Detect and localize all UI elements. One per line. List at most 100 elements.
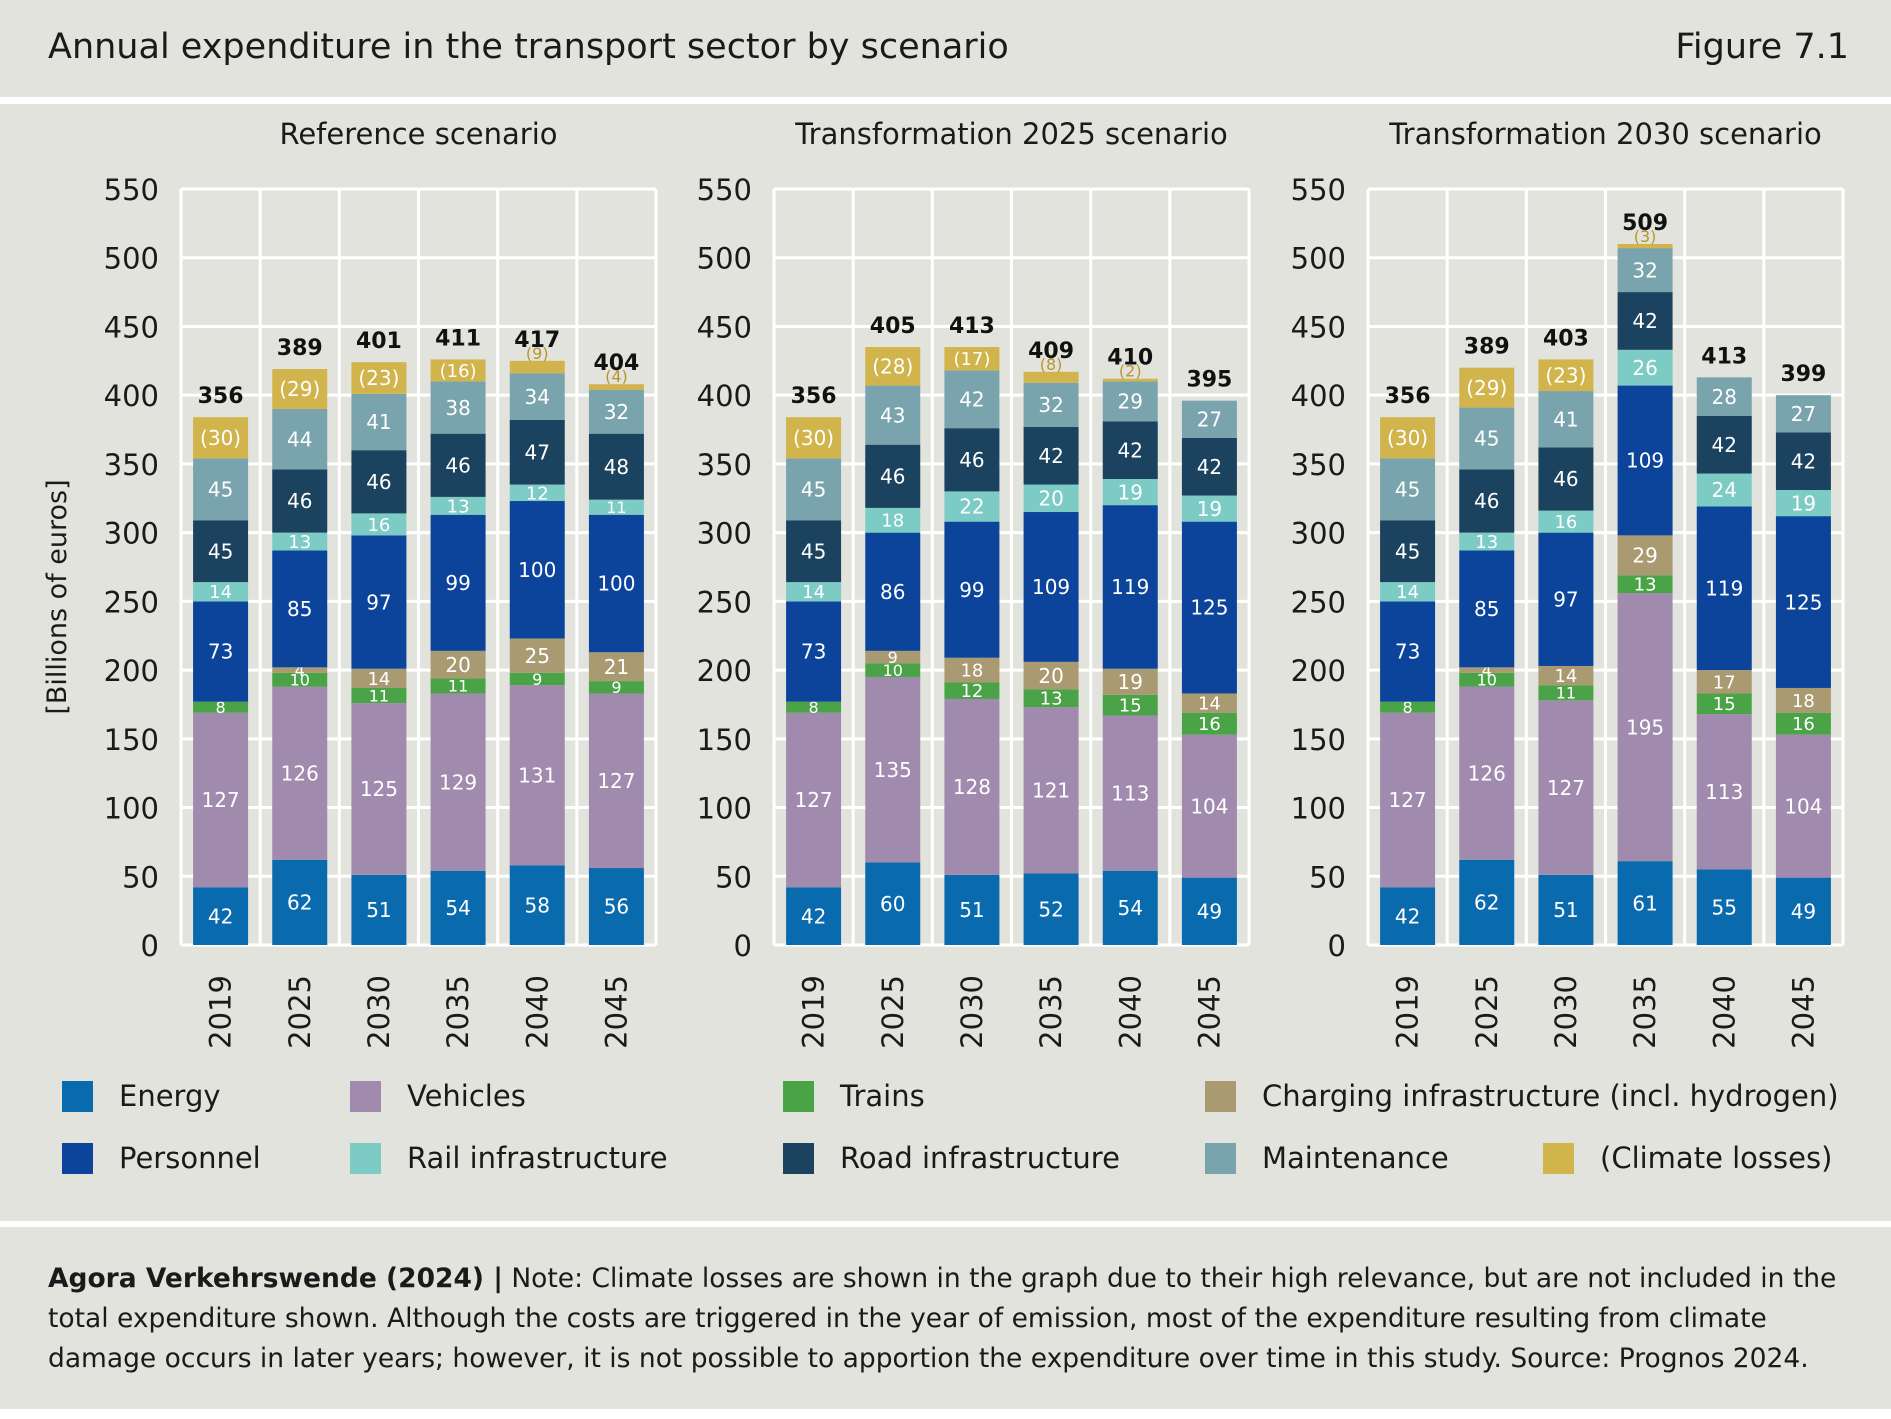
data-label-vehicles: 113 (1705, 780, 1743, 804)
data-label-charging: 4 (1482, 661, 1492, 680)
bar-segment-trains (1181, 712, 1237, 735)
chart-2: Transformation 2025 scenario 0 50 100 150 200… (697, 117, 1251, 1049)
data-label-road: 45 (208, 539, 233, 563)
total-label: 356 (791, 384, 837, 409)
bar-segment-maintenance (865, 385, 921, 445)
bar-segment-maintenance (1696, 377, 1752, 416)
x-tick-label: 2040 (1113, 975, 1147, 1049)
bar-segment-personnel (430, 514, 486, 651)
data-label-energy: 42 (208, 904, 233, 928)
data-label-climate: (9) (526, 344, 549, 363)
x-tick-label: 2035 (1628, 975, 1662, 1049)
bar-segment-rail (1102, 479, 1158, 506)
data-label-rail: 16 (367, 515, 390, 536)
total-label: 395 (1186, 368, 1232, 393)
data-label-trains: 10 (883, 661, 903, 680)
legend-item-maintenance: Maintenance (1205, 1140, 1449, 1176)
legend-label-personnel: Personnel (119, 1141, 261, 1175)
x-tick-label: 2045 (599, 975, 633, 1049)
bar-segment-road (430, 433, 486, 497)
bar-segment-road (1538, 447, 1594, 511)
bar-segment-vehicles (1459, 686, 1515, 860)
bar-segment-trains (430, 678, 486, 694)
data-label-energy: 62 (1474, 891, 1499, 915)
data-label-trains: 8 (215, 698, 225, 717)
data-label-vehicles: 131 (518, 763, 556, 787)
total-label: 389 (1464, 335, 1510, 360)
bar-segment-charging (1617, 535, 1673, 576)
bar-segment-energy (430, 870, 486, 945)
bar-segment-rail (193, 582, 249, 602)
data-label-trains: 8 (808, 698, 818, 717)
y-tick-label: 0 (734, 929, 752, 963)
legend-item-energy: Energy (62, 1078, 221, 1114)
bar-segment-road (509, 419, 565, 485)
data-label-energy: 49 (1791, 900, 1816, 924)
data-label-maintenance: 32 (1038, 393, 1063, 417)
bar-segment-climate (865, 347, 921, 386)
bar-segment-climate (351, 362, 407, 394)
total-label: 417 (514, 328, 560, 353)
data-label-maintenance: 45 (801, 478, 826, 502)
data-label-energy: 52 (1038, 897, 1063, 921)
total-label: 411 (435, 326, 481, 351)
data-label-road: 42 (1632, 309, 1657, 333)
bar-segment-road (1181, 437, 1237, 496)
total-label: 389 (277, 336, 323, 361)
legend-label-rail: Rail infrastructure (407, 1141, 668, 1175)
data-label-road: 47 (525, 440, 550, 464)
bar-segment-climate (1102, 378, 1158, 382)
data-label-maintenance: 27 (1197, 407, 1222, 431)
bar-segment-rail (1617, 349, 1673, 386)
data-label-road: 46 (1474, 489, 1499, 513)
data-label-maintenance: 41 (1553, 407, 1578, 431)
data-label-rail: 22 (959, 495, 984, 519)
data-label-vehicles: 127 (597, 769, 635, 793)
data-label-rail: 13 (447, 496, 470, 517)
data-label-charging: 18 (960, 661, 983, 682)
data-label-trains: 15 (1713, 694, 1736, 715)
y-tick-label: 400 (697, 379, 752, 413)
footer-source: Agora Verkehrswende (2024) | (48, 1263, 503, 1294)
data-label-rail: 18 (881, 511, 904, 532)
bar-segment-vehicles (1380, 712, 1436, 888)
bar-segment-road (1459, 469, 1515, 533)
data-label-trains: 9 (611, 678, 621, 697)
legend-label-maintenance: Maintenance (1262, 1141, 1449, 1175)
data-label-personnel: 86 (880, 580, 905, 604)
bar-segment-rail (509, 484, 565, 502)
data-label-energy: 60 (880, 892, 905, 916)
chart-title: Transformation 2025 scenario (794, 117, 1228, 151)
data-label-energy: 58 (525, 893, 550, 917)
legend-swatch-energy (62, 1080, 93, 1112)
data-label-vehicles: 135 (874, 758, 912, 782)
total-label: 356 (1385, 384, 1431, 409)
data-label-maintenance: 44 (287, 427, 312, 451)
bar-segment-rail (1696, 473, 1752, 507)
bar-segment-climate (1617, 243, 1673, 249)
bar-segment-maintenance (1023, 382, 1079, 427)
bar-segment-rail (588, 499, 644, 515)
data-label-energy: 61 (1632, 891, 1657, 915)
data-label-vehicles: 104 (1190, 794, 1228, 818)
bar-segment-energy (944, 874, 1000, 945)
data-label-personnel: 109 (1626, 449, 1664, 473)
data-label-rail: 14 (802, 582, 825, 603)
data-label-personnel: 85 (287, 597, 312, 621)
y-tick-label: 450 (104, 310, 159, 344)
data-label-vehicles: 113 (1111, 781, 1149, 805)
data-label-climate: (16) (440, 361, 477, 382)
bar-segment-vehicles (1696, 714, 1752, 870)
data-label-rail: 19 (1791, 491, 1816, 515)
data-label-rail: 19 (1197, 497, 1222, 521)
data-label-rail: 12 (526, 483, 549, 504)
bar-segment-climate (1023, 371, 1079, 383)
data-label-climate: (30) (1387, 426, 1428, 450)
x-tick-label: 2040 (520, 975, 554, 1049)
bar-segment-charging (865, 650, 921, 664)
data-label-road: 42 (1712, 433, 1737, 457)
bar-segment-personnel (272, 550, 328, 668)
page-title: Annual expenditure in the transport sect… (48, 27, 1009, 67)
y-tick-label: 200 (1291, 654, 1346, 688)
bar-segment-energy (509, 865, 565, 945)
